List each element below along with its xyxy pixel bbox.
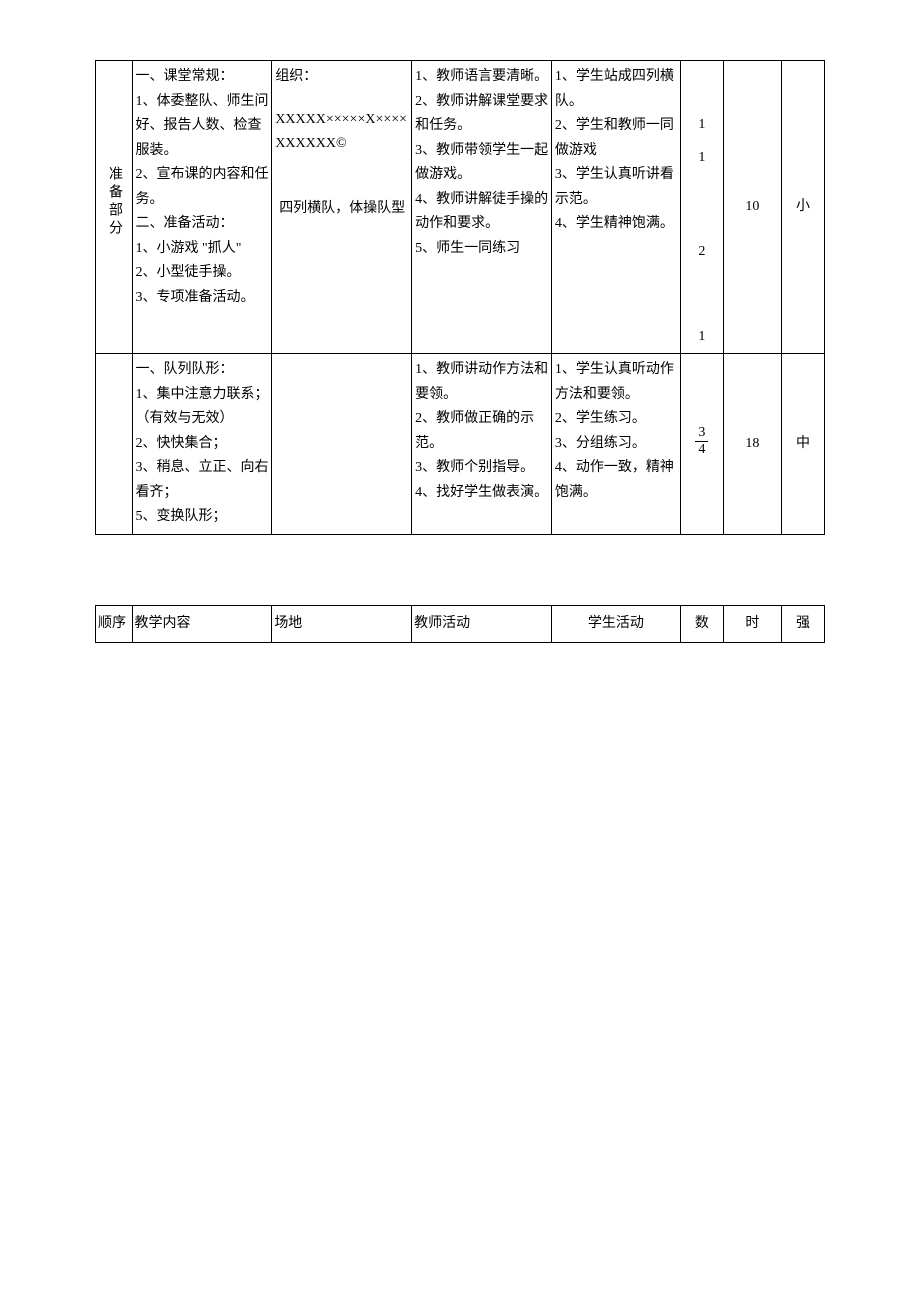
student-text: 1、学生站成四列横队。 2、学生和教师一同做游戏 3、学生认真听讲看示范。 4、… — [555, 65, 678, 237]
teacher-cell-prep: 1、教师语言要清晰。 2、教师讲解课堂要求和任务。 3、教师带领学生一起做游戏。… — [412, 61, 552, 354]
content-cell-prep: 一、课堂常规： 1、体委整队、师生问好、报告人数、检查服装。 2、宣布课的内容和… — [132, 61, 272, 354]
student-text-2: 1、学生认真听动作方法和要领。 2、学生练习。 3、分组练习。 4、动作一致，精… — [555, 358, 678, 505]
content-text: 一、课堂常规： 1、体委整队、师生问好、报告人数、检查服装。 2、宣布课的内容和… — [136, 65, 270, 310]
strength-val-2: 中 — [796, 436, 810, 451]
h-student: 学生活动 — [551, 605, 680, 643]
h-count: 数 — [680, 605, 723, 643]
n4: 1 — [683, 325, 721, 350]
n3: 2 — [683, 240, 721, 265]
field-x2: XXXXXX© — [275, 132, 409, 157]
h-seq: 顺序 — [96, 605, 133, 643]
field-x1: XXXXX×××××X×××× — [275, 108, 409, 133]
n1: 1 — [683, 113, 721, 138]
content-text-2: 一、队列队形： 1、集中注意力联系； （有效与无效） 2、快快集合； 3、稍息、… — [136, 358, 270, 530]
frac-bot: 4 — [695, 442, 708, 457]
time-cell-formation: 18 — [723, 354, 781, 535]
h-teacher: 教师活动 — [412, 605, 552, 643]
field-cell-formation — [272, 354, 412, 535]
strength-val: 小 — [796, 199, 810, 214]
time-cell-prep: 10 — [723, 61, 781, 354]
content-cell-formation: 一、队列队形： 1、集中注意力联系； （有效与无效） 2、快快集合； 3、稍息、… — [132, 354, 272, 535]
h-time: 时 — [723, 605, 781, 643]
strength-cell-formation: 中 — [781, 354, 824, 535]
student-cell-formation: 1、学生认真听动作方法和要领。 2、学生练习。 3、分组练习。 4、动作一致，精… — [551, 354, 680, 535]
time-val-2: 18 — [745, 436, 759, 451]
header-table: 顺序 教学内容 场地 教师活动 学生活动 数 时 强 — [95, 605, 825, 644]
frac-top: 3 — [695, 425, 708, 441]
h-content: 教学内容 — [132, 605, 272, 643]
n2: 1 — [683, 146, 721, 171]
prep-row: 准备部分 一、课堂常规： 1、体委整队、师生问好、报告人数、检查服装。 2、宣布… — [96, 61, 825, 354]
teacher-text-2: 1、教师讲动作方法和要领。 2、教师做正确的示范。 3、教师个别指导。 4、找好… — [415, 358, 549, 505]
count-cell-prep: 1 1 2 1 — [680, 61, 723, 354]
teacher-text: 1、教师语言要清晰。 2、教师讲解课堂要求和任务。 3、教师带领学生一起做游戏。… — [415, 65, 549, 261]
seq-label: 准备部分 — [102, 166, 127, 238]
field-cell-prep: 组织： XXXXX×××××X×××× XXXXXX© 四列横队，体操队型 — [272, 61, 412, 354]
count-fraction: 3 4 — [695, 425, 708, 457]
field-mid: 四列横队，体操队型 — [275, 197, 409, 222]
strength-cell-prep: 小 — [781, 61, 824, 354]
field-org: 组织： — [275, 65, 409, 90]
count-cell-formation: 3 4 — [680, 354, 723, 535]
time-val: 10 — [745, 199, 759, 214]
seq-cell-formation — [96, 354, 133, 535]
h-strength: 强 — [781, 605, 824, 643]
lesson-plan-table: 准备部分 一、课堂常规： 1、体委整队、师生问好、报告人数、检查服装。 2、宣布… — [95, 60, 825, 535]
formation-row: 一、队列队形： 1、集中注意力联系； （有效与无效） 2、快快集合； 3、稍息、… — [96, 354, 825, 535]
teacher-cell-formation: 1、教师讲动作方法和要领。 2、教师做正确的示范。 3、教师个别指导。 4、找好… — [412, 354, 552, 535]
h-field: 场地 — [272, 605, 412, 643]
table-gap — [95, 535, 825, 605]
seq-cell-prep: 准备部分 — [96, 61, 133, 354]
header-row: 顺序 教学内容 场地 教师活动 学生活动 数 时 强 — [96, 605, 825, 643]
student-cell-prep: 1、学生站成四列横队。 2、学生和教师一同做游戏 3、学生认真听讲看示范。 4、… — [551, 61, 680, 354]
